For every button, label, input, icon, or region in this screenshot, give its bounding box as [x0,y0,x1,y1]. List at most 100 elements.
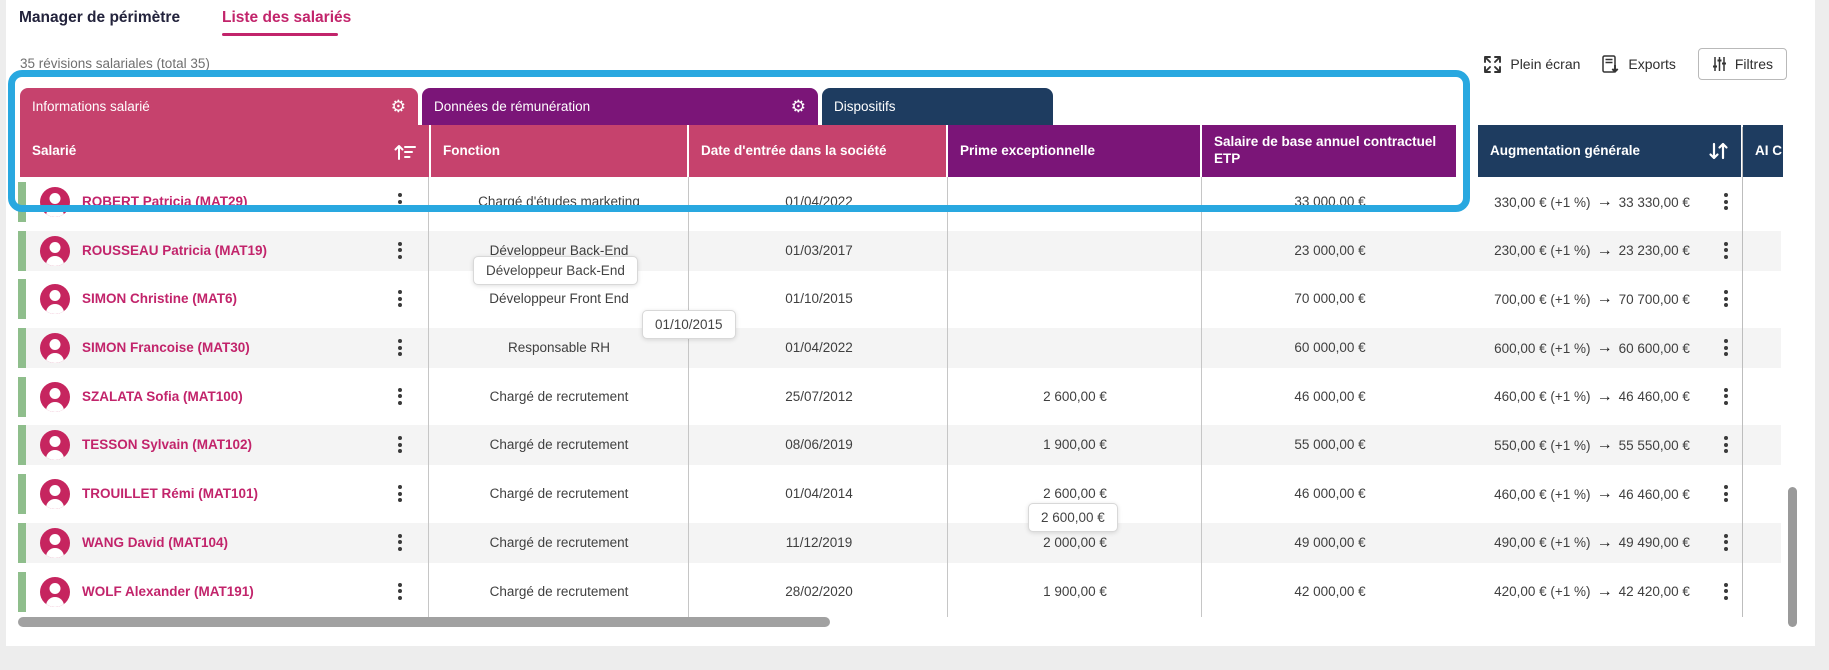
cell-fonction: Responsable RH [507,340,611,356]
cell-prime: 2 000,00 € [1043,534,1107,550]
column-group-informations-salarie: Informations salarié ⚙ [20,88,418,125]
augmentation-menu-icon[interactable] [1720,193,1732,210]
increase-arrow-icon: → [1596,290,1613,308]
augmentation-menu-icon[interactable] [1720,582,1732,600]
augmentation-menu-icon[interactable] [1720,533,1732,551]
cell-prime: 2 600,00 € [1043,486,1107,502]
increase-arrow-icon: → [1596,485,1613,503]
row-menu-icon[interactable] [394,533,406,551]
grid-line [688,177,689,617]
row-menu-icon[interactable] [394,582,406,600]
avatar [40,187,70,217]
horizontal-scrollbar[interactable] [18,617,830,627]
cell-date-entree: 01/03/2017 [785,242,853,258]
employee-name[interactable]: ROUSSEAU Patricia (MAT19) [82,242,268,258]
augmentation-menu-icon[interactable] [1720,387,1732,405]
status-bar [18,425,26,466]
cell-date-entree: 01/04/2022 [785,194,853,209]
row-menu-icon[interactable] [394,339,406,357]
fullscreen-label: Plein écran [1510,56,1581,72]
cell-prime: 1 900,00 € [1043,583,1107,599]
increase-arrow-icon: → [1596,582,1613,600]
cell-fonction: Développeur Back-End [489,242,629,258]
sort-updown-icon[interactable] [1708,142,1729,160]
gear-icon[interactable]: ⚙ [390,97,406,116]
employee-name[interactable]: TROUILLET Rémi (MAT101) [82,486,259,502]
cell-prime [950,182,1200,222]
employee-name[interactable]: SZALATA Sofia (MAT100) [82,388,243,404]
cell-salaire: 42 000,00 € [1294,583,1366,599]
filters-button[interactable]: Filtres [1697,48,1787,80]
cell-salaire: 49 000,00 € [1294,534,1366,550]
grid-line [428,177,429,617]
table-row: WOLF Alexander (MAT191) Chargé de recrut… [6,568,1815,617]
filters-label: Filtres [1734,56,1773,72]
column-header-salarie[interactable]: Salarié [20,125,429,177]
cell-augmentation: 230,00 € (+1 %) → 23 230,00 € [1494,241,1690,259]
row-menu-icon[interactable] [394,241,406,259]
column-header-ai-truncated[interactable]: AI C [1743,125,1783,177]
exports-button[interactable]: Exports [1602,54,1676,74]
column-header-date-entree[interactable]: Date d'entrée dans la société [689,125,946,177]
status-bar [18,571,26,612]
employee-name[interactable]: ROBERT Patricia (MAT29) [82,194,248,209]
avatar [40,576,70,607]
row-menu-icon[interactable] [394,193,406,210]
row-menu-icon[interactable] [394,387,406,405]
tooltip-prime: 2 600,00 € [1028,503,1118,532]
fullscreen-button[interactable]: Plein écran [1483,55,1580,74]
augmentation-menu-icon[interactable] [1720,436,1732,454]
augmentation-menu-icon[interactable] [1720,339,1732,357]
tooltip-fonction: Développeur Back-End [473,256,638,285]
cell-date-entree: 01/10/2015 [785,291,853,307]
column-header-fonction[interactable]: Fonction [431,125,687,177]
group-label: Données de rémunération [434,99,591,114]
augmentation-menu-icon[interactable] [1720,485,1732,503]
row-band: SIMON Francoise (MAT30) Responsable RH 0… [18,328,1781,369]
cell-fonction: Chargé de recrutement [489,534,629,550]
tab-liste-des-salaries[interactable]: Liste des salariés [222,9,352,26]
tab-manager-de-perimetre[interactable]: Manager de périmètre [19,9,181,26]
employee-name[interactable]: WOLF Alexander (MAT191) [82,583,254,599]
cell-fonction: Chargé de recrutement [489,583,629,599]
cell-prime: 2 600,00 € [1043,388,1107,404]
gear-icon[interactable]: ⚙ [790,97,806,116]
cell-date-entree: 01/04/2022 [785,340,853,356]
exports-label: Exports [1628,56,1676,72]
revision-count-text: 35 révisions salariales (total 35) [20,56,210,71]
employee-name[interactable]: TESSON Sylvain (MAT102) [82,437,253,453]
employee-name[interactable]: SIMON Francoise (MAT30) [82,340,250,356]
employee-name[interactable]: WANG David (MAT104) [82,534,229,550]
cell-fonction: Développeur Front End [489,291,629,307]
increase-arrow-icon: → [1596,533,1613,551]
status-bar [18,328,26,369]
row-band: ROBERT Patricia (MAT29) Chargé d'études … [18,182,1781,222]
avatar [40,527,70,558]
cell-fonction: Chargé d'études marketing [478,194,640,209]
sort-ascending-icon[interactable] [394,143,417,160]
increase-arrow-icon: → [1596,436,1613,454]
row-menu-icon[interactable] [394,436,406,454]
increase-arrow-icon: → [1596,241,1613,259]
row-menu-icon[interactable] [394,290,406,308]
group-label: Informations salarié [32,99,150,114]
augmentation-menu-icon[interactable] [1720,290,1732,308]
cell-augmentation: 460,00 € (+1 %) → 46 460,00 € [1494,485,1690,503]
cell-fonction: Chargé de recrutement [489,486,629,502]
toolbar: Plein écran Exports [1483,48,1787,80]
column-header-salaire-base[interactable]: Salaire de base annuel contractuel ETP [1202,125,1456,177]
row-menu-icon[interactable] [394,485,406,503]
augmentation-menu-icon[interactable] [1720,241,1732,259]
column-header-prime-exceptionnelle[interactable]: Prime exceptionnelle [948,125,1200,177]
cell-salaire: 46 000,00 € [1294,486,1366,502]
row-band: ROUSSEAU Patricia (MAT19) Développeur Ba… [18,230,1781,271]
table-body: ROBERT Patricia (MAT29) Chargé d'études … [6,178,1815,616]
column-header-augmentation-generale[interactable]: Augmentation générale [1478,125,1741,177]
cell-date-entree: 25/07/2012 [785,388,853,404]
status-bar [18,182,26,222]
cell-date-entree: 11/12/2019 [785,534,853,550]
employee-name[interactable]: SIMON Christine (MAT6) [82,291,237,307]
vertical-scrollbar[interactable] [1788,487,1797,627]
table-row: WANG David (MAT104) Chargé de recrutemen… [6,519,1815,568]
table-row: TESSON Sylvain (MAT102) Chargé de recrut… [6,421,1815,470]
